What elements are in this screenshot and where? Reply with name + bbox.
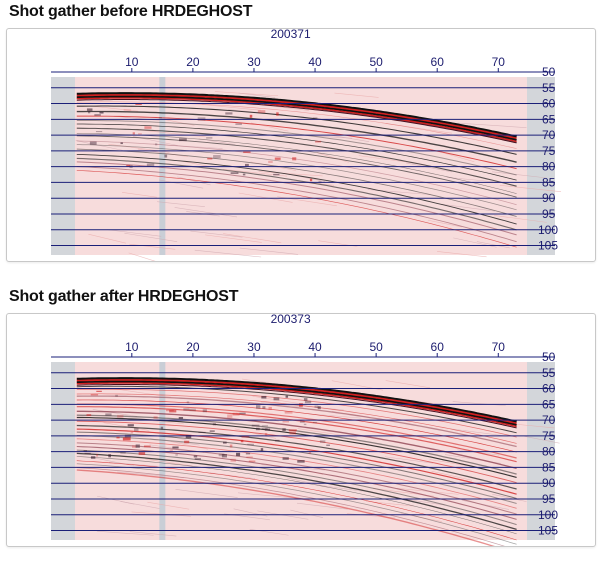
- time-tick-label: 100: [538, 508, 558, 522]
- time-tick-label: 75: [542, 429, 556, 443]
- trace-tick-label: 70: [492, 340, 506, 354]
- time-tick-label: 65: [542, 397, 556, 411]
- trace-tick-label: 10: [125, 55, 139, 69]
- trace-tick-label: 30: [247, 340, 261, 354]
- panel-title-after: Shot gather after HRDEGHOST: [9, 288, 239, 305]
- dead-trace-gap: [159, 362, 166, 540]
- time-tick-label: 55: [542, 366, 556, 380]
- dead-trace-gap: [159, 77, 166, 255]
- time-tick-label: 95: [542, 492, 556, 506]
- time-tick-label: 90: [542, 476, 556, 490]
- panel-title-before: Shot gather before HRDEGHOST: [9, 3, 253, 20]
- time-tick-label: 70: [542, 413, 556, 427]
- time-tick-label: 85: [542, 175, 556, 189]
- trace-tick-label: 60: [431, 340, 445, 354]
- time-tick-label: 100: [538, 223, 558, 237]
- shot-gather-before-panel: 50 55 60 65 70 75 80 85 90 95 100 105 10 20 30 40 50 60 70…: [6, 28, 596, 262]
- trace-tick-label: 40: [308, 55, 322, 69]
- shot-header-label: 200373: [271, 314, 311, 326]
- time-tick-label: 75: [542, 144, 556, 158]
- time-tick-label: 55: [542, 81, 556, 95]
- trace-tick-label: 70: [492, 55, 506, 69]
- time-tick-label: 105: [538, 524, 558, 538]
- trace-tick-label: 20: [186, 340, 200, 354]
- shot-header-label: 200371: [271, 29, 311, 41]
- trace-tick-label: 50: [369, 340, 383, 354]
- time-tick-label: 80: [542, 160, 556, 174]
- time-tick-label: 95: [542, 207, 556, 221]
- shot-gather-after-panel: 50 55 60 65 70 75 80 85 90 95 100 105 10 20 30 40 50 60 70…: [6, 313, 596, 547]
- time-tick-label: 65: [542, 112, 556, 126]
- trace-tick-label: 50: [369, 55, 383, 69]
- time-tick-label: 105: [538, 239, 558, 253]
- trace-tick-label: 30: [247, 55, 261, 69]
- time-tick-label: 80: [542, 445, 556, 459]
- trace-tick-label: 40: [308, 340, 322, 354]
- time-tick-label: 60: [542, 382, 556, 396]
- reflection-events: [76, 96, 517, 248]
- trace-tick-label: 20: [186, 55, 200, 69]
- time-tick-label: 60: [542, 97, 556, 111]
- time-tick-label: 85: [542, 460, 556, 474]
- first-break-event: [76, 92, 517, 144]
- time-tick-label: 90: [542, 191, 556, 205]
- trace-tick-label: 10: [125, 340, 139, 354]
- time-tick-label: 70: [542, 128, 556, 142]
- trace-tick-label: 60: [431, 55, 445, 69]
